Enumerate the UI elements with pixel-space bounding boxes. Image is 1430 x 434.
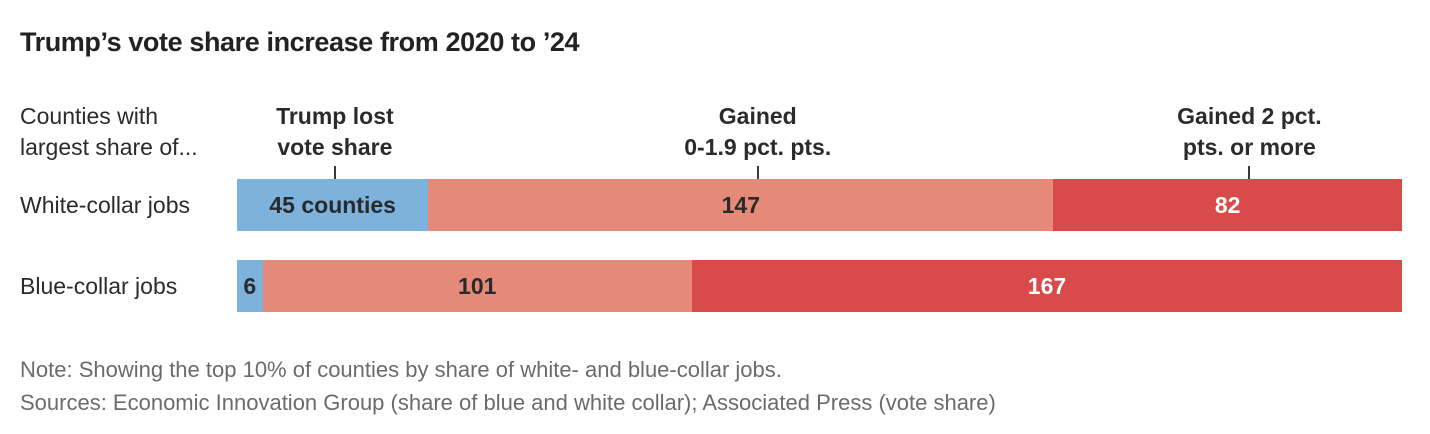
column-header-gained-0-1-9: Gained 0-1.9 pct. pts.: [684, 101, 831, 163]
column-headers: Trump lost vote share Gained 0-1.9 pct. …: [237, 101, 1402, 163]
bar-row: White-collar jobs 45 counties 147 82: [0, 179, 1430, 231]
bar-segment: 82: [1053, 179, 1402, 231]
column-header-line: 0-1.9 pct. pts.: [684, 134, 832, 160]
column-header-line: Gained 2 pct.: [1177, 103, 1322, 129]
header-ticks: [237, 166, 1402, 179]
column-header-line: vote share: [277, 134, 393, 160]
chart-title: Trump’s vote share increase from 2020 to…: [20, 27, 580, 57]
column-header-line: pts. or more: [1182, 134, 1316, 160]
header-tick: [333, 166, 336, 179]
row-label: Blue-collar jobs: [20, 273, 178, 299]
column-header-gained-2-plus: Gained 2 pct. pts. or more: [1177, 101, 1321, 163]
bar-segment: 147: [428, 179, 1054, 231]
left-axis-label-line1: Counties with: [20, 103, 159, 129]
column-header-line: Gained: [718, 103, 797, 129]
bar-rows: White-collar jobs 45 counties 147 82 Blue-co…: [0, 179, 1430, 312]
bar-segment: 167: [691, 260, 1403, 312]
column-header-trump-lost: Trump lost vote share: [276, 101, 394, 163]
footnotes: Note: Showing the top 10% of counties by…: [20, 353, 996, 419]
bar-segment: 45 counties: [237, 179, 429, 231]
row-label: White-collar jobs: [20, 192, 190, 218]
sources-text: Sources: Economic Innovation Group (shar…: [20, 390, 996, 415]
left-axis-label-line2: largest share of...: [20, 134, 198, 160]
header-tick: [1248, 166, 1251, 179]
stacked-bar: 6 101 167: [237, 260, 1403, 312]
bar-row: Blue-collar jobs 6 101 167: [0, 260, 1430, 312]
column-header-line: Trump lost: [276, 103, 394, 129]
note-text: Note: Showing the top 10% of counties by…: [20, 357, 782, 382]
stacked-bar: 45 counties 147 82: [237, 179, 1402, 231]
bar-segment: 101: [262, 260, 692, 312]
header-tick: [756, 166, 759, 179]
left-axis-label: Counties with largest share of...: [20, 101, 198, 163]
bar-segment: 6: [237, 260, 263, 312]
